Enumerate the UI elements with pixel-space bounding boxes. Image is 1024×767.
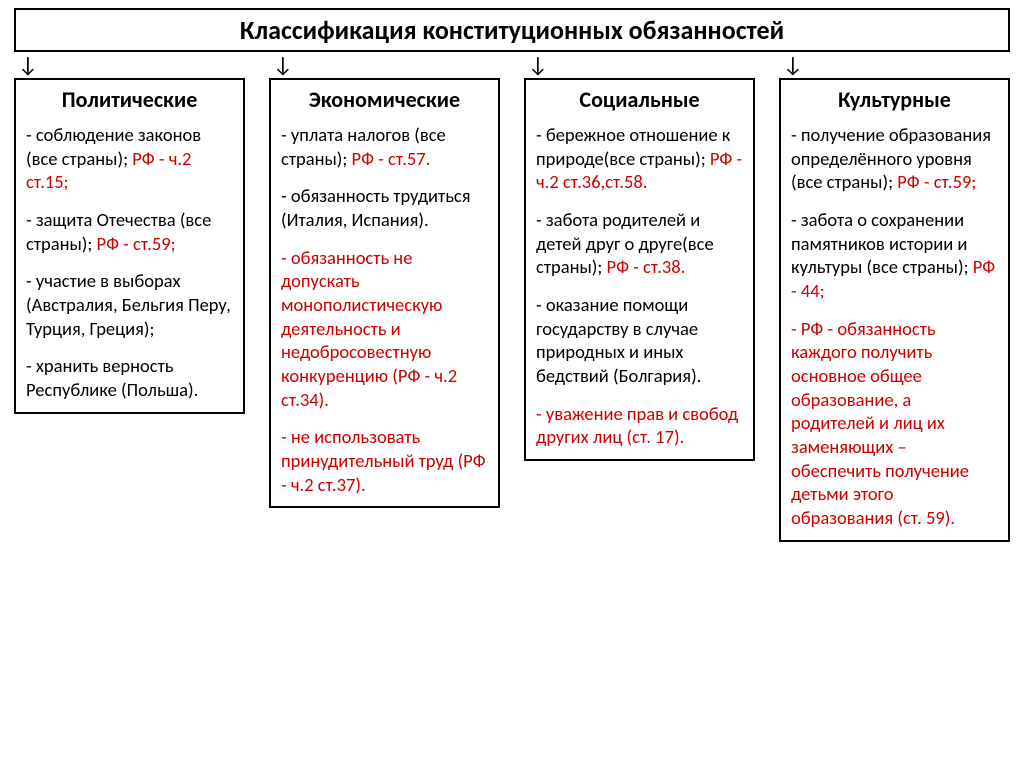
highlight-text: - не использовать принудительный труд (Р… [281, 425, 486, 495]
list-item: - забота о сохранении памятников истории… [791, 208, 998, 303]
column-social: Социальные - бережное отношение к природ… [524, 78, 755, 461]
body-text: - участие в выборах (Австралия, Бельгия … [26, 269, 231, 339]
list-item: - забота родителей и детей друг о друге(… [536, 208, 743, 279]
column-body: - бережное отношение к природе(все стран… [536, 123, 743, 449]
column-heading: Культурные [791, 86, 998, 113]
list-item: - защита Отечества (все страны); РФ - ст… [26, 208, 233, 255]
list-item: - бережное отношение к природе(все стран… [536, 123, 743, 194]
arrow-down-icon: ↓ [524, 54, 755, 76]
column-body: - получение образования определённого ур… [791, 123, 998, 530]
list-item: - не использовать принудительный труд (Р… [281, 425, 488, 496]
list-item: - соблюдение законов (все страны); РФ - … [26, 123, 233, 194]
list-item: - получение образования определённого ур… [791, 123, 998, 194]
column-heading: Политические [26, 86, 233, 113]
highlight-text: - уважение прав и свобод других лиц (ст.… [536, 402, 738, 449]
highlight-text: - РФ - обязанность каждого получить осно… [791, 317, 969, 529]
column-heading: Экономические [281, 86, 488, 113]
highlight-text: РФ - ст.59; [897, 170, 976, 193]
list-item: - хранить верность Республике (Польша). [26, 354, 233, 401]
arrows-row: ↓ ↓ ↓ ↓ [8, 54, 1016, 76]
column-body: - уплата налогов (все страны); РФ - ст.5… [281, 123, 488, 496]
list-item: - обязанность трудиться (Италия, Испания… [281, 184, 488, 231]
highlight-text: РФ - ст.38. [607, 255, 686, 278]
highlight-text: РФ - ст.59; [97, 232, 176, 255]
column-body: - соблюдение законов (все страны); РФ - … [26, 123, 233, 402]
list-item: - РФ - обязанность каждого получить осно… [791, 317, 998, 530]
column-heading: Социальные [536, 86, 743, 113]
highlight-text: - обязанность не допускать монополистиче… [281, 246, 457, 411]
body-text: - бережное отношение к природе(все стран… [536, 123, 730, 170]
arrow-down-icon: ↓ [269, 54, 500, 76]
list-item: - участие в выборах (Австралия, Бельгия … [26, 269, 233, 340]
columns-container: Политические - соблюдение законов (все с… [8, 78, 1016, 542]
arrow-down-icon: ↓ [779, 54, 1010, 76]
body-text: - хранить верность Республике (Польша). [26, 354, 198, 401]
list-item: - оказание помощи государству в случае п… [536, 293, 743, 388]
body-text: - обязанность трудиться (Италия, Испания… [281, 184, 471, 231]
column-political: Политические - соблюдение законов (все с… [14, 78, 245, 414]
column-cultural: Культурные - получение образования опред… [779, 78, 1010, 542]
highlight-text: РФ - ст.57. [352, 147, 431, 170]
list-item: - уважение прав и свобод других лиц (ст.… [536, 402, 743, 449]
list-item: - уплата налогов (все страны); РФ - ст.5… [281, 123, 488, 170]
diagram-title: Классификация конституционных обязанност… [14, 8, 1010, 52]
column-economic: Экономические - уплата налогов (все стра… [269, 78, 500, 508]
arrow-down-icon: ↓ [14, 54, 245, 76]
body-text: - оказание помощи государству в случае п… [536, 293, 701, 387]
list-item: - обязанность не допускать монополистиче… [281, 246, 488, 412]
body-text: - забота о сохранении памятников истории… [791, 208, 973, 278]
